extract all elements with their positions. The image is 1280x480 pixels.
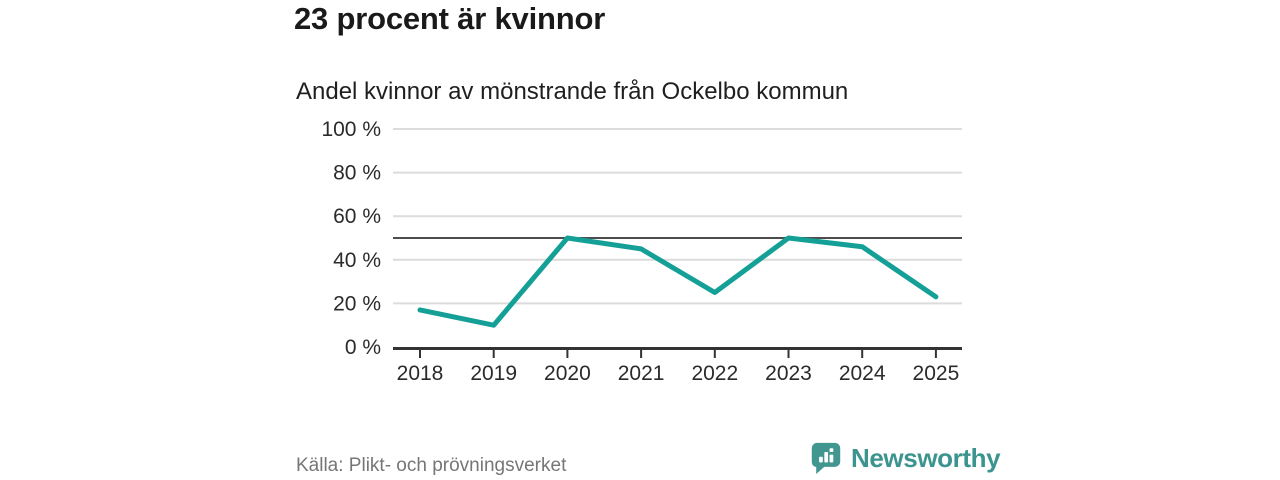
- data-line-andel-kvinnor: [417, 235, 939, 328]
- x-tick-label: 2020: [544, 362, 591, 385]
- x-tick-label: 2024: [839, 362, 886, 385]
- chart-subtitle: Andel kvinnor av mönstrande från Ockelbo…: [296, 78, 849, 105]
- y-tick-label: 80 %: [333, 162, 381, 185]
- y-tick-label: 100 %: [321, 119, 381, 141]
- x-tick-label: 2019: [470, 362, 517, 385]
- x-tick-label: 2023: [765, 362, 812, 385]
- source-attribution: Källa: Plikt- och prövningsverket: [296, 455, 567, 476]
- bar-chart-bubble-icon: [810, 441, 842, 475]
- y-tick-label: 60 %: [333, 205, 381, 228]
- y-tick-label: 20 %: [333, 292, 381, 315]
- line-chart: 0 % 20 % 40 % 60 % 80 % 100 % 2018 2019 2020 2021…: [321, 119, 962, 385]
- headline: 23 procent är kvinnor: [294, 1, 606, 36]
- x-tick-label: 2021: [618, 362, 665, 385]
- y-tick-label: 0 %: [345, 336, 381, 359]
- x-tick-label: 2022: [691, 362, 738, 385]
- x-tick-label: 2018: [397, 362, 444, 385]
- y-tick-label: 40 %: [333, 249, 381, 272]
- x-tick-label: 2025: [913, 362, 960, 385]
- newsworthy-logo: Newsworthy: [810, 441, 1001, 475]
- brand-name: Newsworthy: [851, 442, 1001, 473]
